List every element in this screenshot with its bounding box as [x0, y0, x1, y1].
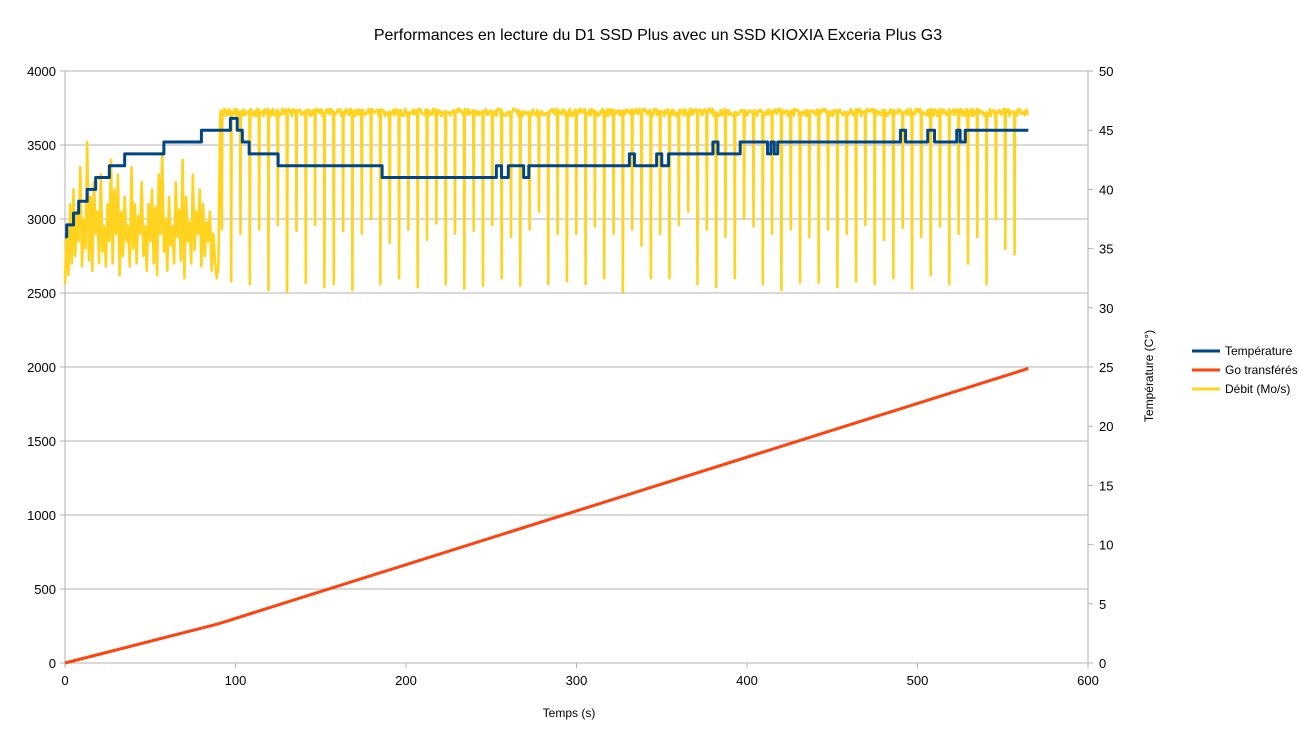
x-tick-label: 500	[907, 673, 929, 688]
x-axis: 0 100 200 300 400 500 600	[61, 663, 1099, 688]
y-axis-right: 0 5 10 15 20 25 30 35 40 45 50	[1088, 64, 1113, 671]
x-tick-label: 400	[736, 673, 758, 688]
y-tick-label: 0	[49, 656, 56, 671]
y2-tick-label: 30	[1099, 301, 1113, 316]
legend-label: Température	[1225, 344, 1293, 358]
chart-title: Performances en lecture du D1 SSD Plus a…	[374, 27, 942, 44]
y-tick-label: 1000	[27, 508, 56, 523]
y2-axis-label: Température (C°)	[1142, 330, 1156, 422]
y2-tick-label: 45	[1099, 123, 1113, 138]
y-tick-label: 2000	[27, 360, 56, 375]
y-tick-label: 2500	[27, 286, 56, 301]
legend-label: Go transférés	[1225, 363, 1298, 377]
x-tick-label: 300	[566, 673, 588, 688]
y2-tick-label: 20	[1099, 419, 1113, 434]
y2-tick-label: 35	[1099, 242, 1113, 257]
y-tick-label: 1500	[27, 434, 56, 449]
y2-tick-label: 50	[1099, 64, 1113, 79]
series-layer	[63, 107, 1030, 665]
y2-tick-label: 40	[1099, 182, 1113, 197]
y2-tick-label: 25	[1099, 360, 1113, 375]
y2-tick-label: 15	[1099, 478, 1113, 493]
x-tick-label: 100	[225, 673, 247, 688]
y2-tick-label: 5	[1099, 597, 1106, 612]
x-tick-label: 600	[1077, 673, 1099, 688]
y2-tick-label: 10	[1099, 538, 1113, 553]
y-tick-label: 500	[34, 582, 56, 597]
y2-tick-label: 0	[1099, 656, 1106, 671]
y-tick-label: 3000	[27, 212, 56, 227]
series-debit-line	[63, 107, 1030, 293]
y-tick-label: 4000	[27, 64, 56, 79]
series-temperature-line	[65, 116, 1029, 239]
x-tick-label: 200	[395, 673, 417, 688]
y-tick-label: 3500	[27, 138, 56, 153]
series-go-transferes-line	[64, 367, 1029, 665]
gridlines	[64, 70, 1089, 664]
x-axis-label: Temps (s)	[543, 706, 596, 720]
legend-label: Débit (Mo/s)	[1225, 382, 1290, 396]
y-axis-left: 0 500 1000 1500 2000 2500 3000 3500 4000	[27, 64, 65, 671]
legend: Température Go transférés Débit (Mo/s)	[1192, 344, 1298, 396]
x-tick-label: 0	[61, 673, 68, 688]
